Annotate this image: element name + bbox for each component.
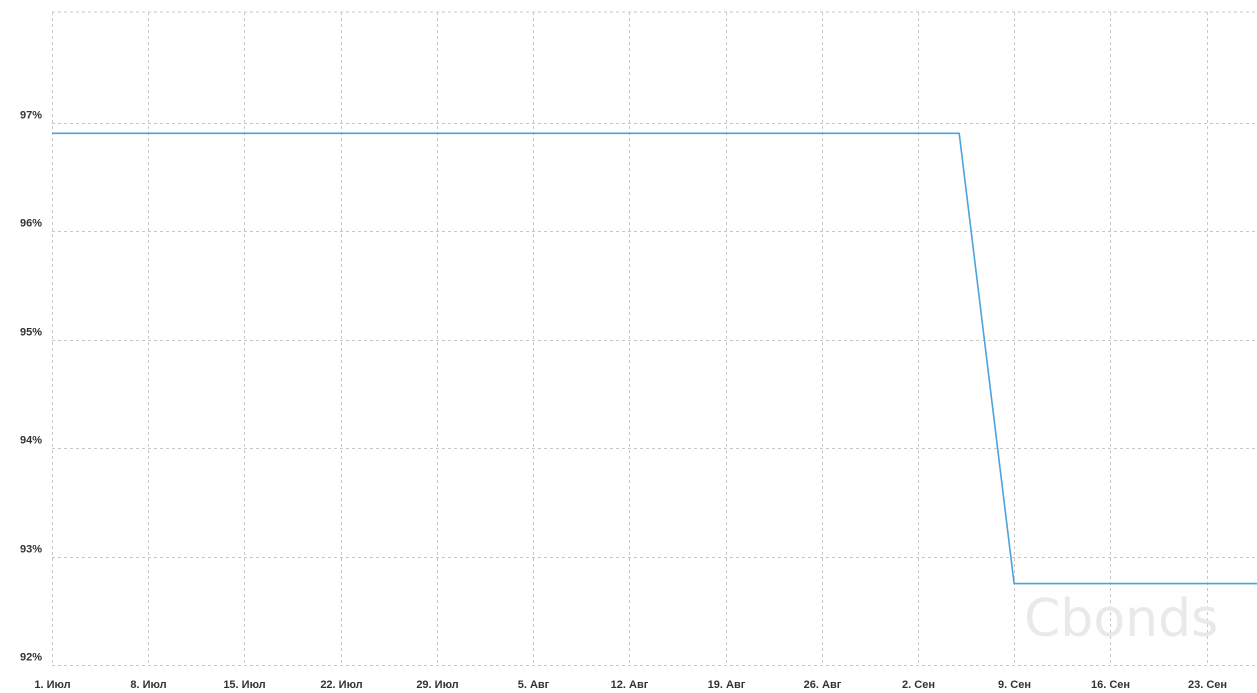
series-layer	[52, 132, 1257, 585]
x-tick-label: 2. Сен	[902, 679, 935, 691]
y-tick-label: 96%	[20, 218, 42, 230]
x-tick-label: 1. Июл	[34, 679, 70, 691]
x-axis-labels: 1. Июл 8. Июл 15. Июл 22. Июл 29. Июл 5. Авг 1…	[34, 679, 1227, 691]
x-tick-label: 26. Авг	[804, 679, 842, 691]
y-tick-label: 95%	[20, 327, 42, 339]
y-tick-label: 94%	[20, 435, 42, 447]
x-tick-label: 5. Авг	[518, 679, 550, 691]
y-tick-label: 92%	[20, 652, 42, 664]
x-tick-label: 9. Сен	[998, 679, 1031, 691]
y-tick-label: 97%	[20, 110, 42, 122]
x-tick-label: 29. Июл	[416, 679, 458, 691]
x-tick-label: 19. Авг	[708, 679, 746, 691]
x-tick-label: 12. Авг	[611, 679, 649, 691]
x-tick-label: 16. Сен	[1091, 679, 1130, 691]
x-tick-label: 23. Сен	[1188, 679, 1227, 691]
y-tick-label: 93%	[20, 544, 42, 556]
x-tick-label: 8. Июл	[130, 679, 166, 691]
y-axis-labels: 92% 93% 94% 95% 96% 97%	[20, 110, 42, 664]
watermark: Cbonds	[1024, 589, 1218, 649]
grid	[52, 11, 1257, 666]
x-tick-label: 22. Июл	[320, 679, 362, 691]
x-tick-label: 15. Июл	[223, 679, 265, 691]
series-line	[52, 132, 1257, 585]
